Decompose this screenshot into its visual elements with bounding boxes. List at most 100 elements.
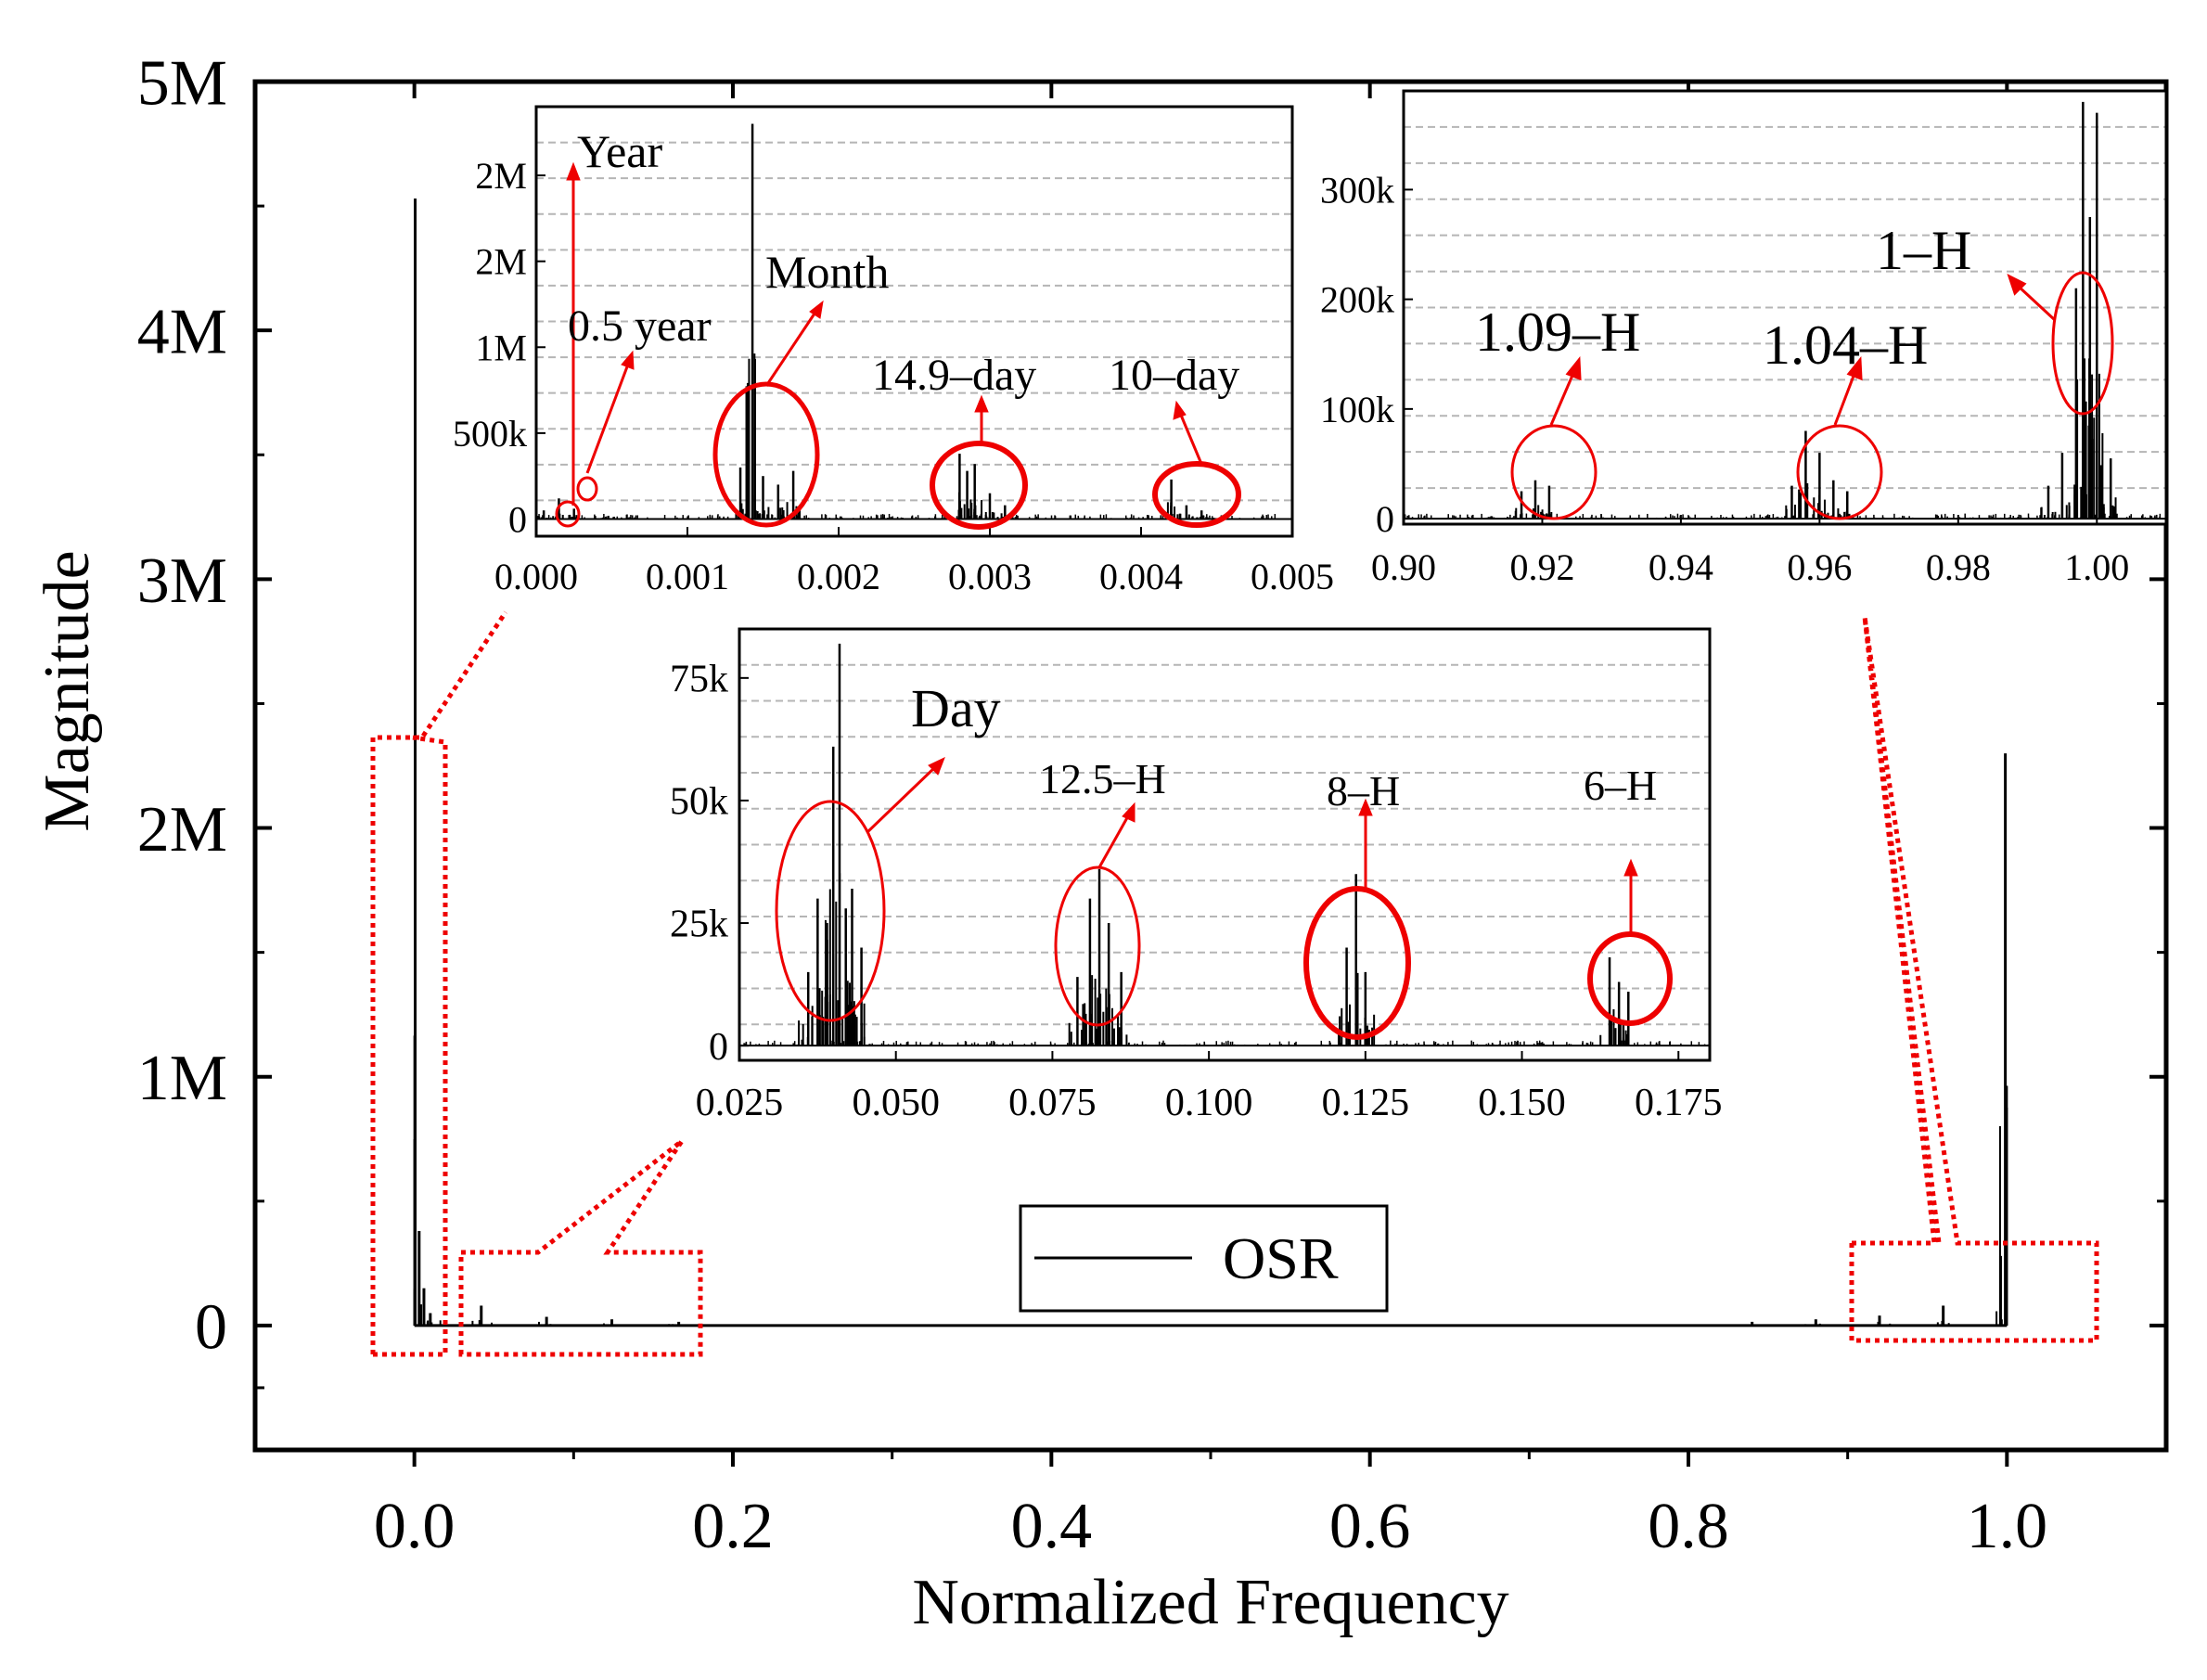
inset-mid-y-tick-label: 75k [670, 659, 728, 701]
inset-high-frequency: 0.90 0.92 0.94 0.96 0.98 1.00 0 100k 200k 300k 1.… [1320, 89, 2168, 588]
label-year: Year [577, 125, 662, 177]
inset-high-grid [1404, 125, 2166, 490]
inset-mid-y-tick-label: 0 [709, 1026, 728, 1069]
label-hour-8: 8–H [1327, 767, 1400, 814]
inset-high-x-tick-label: 0.98 [1926, 546, 1991, 588]
inset-low-y-tick-label: 2M [475, 155, 527, 197]
label-hour-125: 12.5–H [1039, 755, 1166, 802]
inset-high-y-tick-label: 0 [1376, 498, 1394, 540]
inset-low-x-tick-label: 0.003 [948, 556, 1032, 597]
hour-125-arrowhead [1122, 802, 1136, 823]
half-year-arrowhead [621, 350, 635, 370]
inset-low-y-tick-label: 2M [475, 241, 527, 283]
inset-low-grid [536, 141, 1292, 502]
inset-low-x-tick-label: 0.000 [494, 556, 578, 597]
ten-day-circle [1152, 461, 1241, 528]
inset-low-frequency: 0.000 0.001 0.002 0.003 0.004 0.005 0 500k 1M 2M 2… [453, 105, 1334, 597]
zoom-callout-high [1849, 616, 2099, 1343]
inset-high-x-tick-label: 0.94 [1649, 546, 1713, 588]
day-arrowhead [928, 757, 945, 776]
hour-109-arrow [1549, 370, 1576, 426]
main-y-axis-label: Magnitude [32, 550, 103, 831]
inset-high-y-tick-label: 100k [1320, 389, 1394, 430]
legend-label-osr: OSR [1223, 1225, 1339, 1291]
fifteen-day-arrowhead [974, 394, 989, 413]
hour-8-circle [1303, 886, 1411, 1040]
inset-mid-ticks: 0.025 0.050 0.075 0.100 0.125 0.150 0.175 0 25k 5… [670, 659, 1723, 1124]
half-year-circle [576, 476, 598, 502]
inset-high-x-tick-label: 0.92 [1509, 546, 1574, 588]
ten-day-arrow [1178, 412, 1203, 465]
hour-109-arrowhead [1565, 355, 1582, 381]
inset-high-y-tick-label: 200k [1320, 279, 1394, 321]
inset-low-y-tick-label: 1M [475, 327, 527, 368]
label-half-year: 0.5 year [568, 301, 712, 351]
main-x-tick-label: 0.0 [374, 1491, 456, 1562]
main-x-tick-label: 0.6 [1329, 1491, 1411, 1562]
main-y-tick-label: 1M [137, 1043, 227, 1114]
hour-104-arrow [1833, 370, 1857, 426]
inset-high-frame [1402, 89, 2168, 526]
label-hour-6: 6–H [1584, 762, 1657, 809]
inset-mid-frame [738, 627, 1712, 1062]
main-x-tick-label: 0.2 [692, 1491, 774, 1562]
inset-high-x-tick-label: 0.96 [1787, 546, 1852, 588]
inset-mid-y-tick-label: 50k [670, 781, 728, 824]
hour-125-circle [1054, 866, 1141, 1027]
inset-mid-grid [739, 663, 1710, 1026]
hour-1-arrowhead [2007, 274, 2027, 296]
main-y-tick-label: 0 [195, 1291, 227, 1363]
inset-low-x-tick-label: 0.002 [797, 556, 880, 597]
legend: OSR [1019, 1204, 1389, 1313]
inset-mid-marks [738, 643, 1710, 1047]
main-x-tick-label: 1.0 [1967, 1491, 2048, 1562]
hour-1-circle [2051, 271, 2114, 416]
inset-low-x-tick-label: 0.001 [646, 556, 729, 597]
main-x-axis-label: Normalized Frequency [912, 1567, 1508, 1638]
hour-104-arrowhead [1846, 355, 1863, 381]
inset-low-frame [534, 105, 1294, 538]
inset-mid-x-tick-label: 0.150 [1478, 1082, 1566, 1124]
inset-low-ticks: 0.000 0.001 0.002 0.003 0.004 0.005 0 500k 1M 2M 2… [453, 155, 1334, 597]
inset-mid-x-tick-label: 0.100 [1165, 1082, 1253, 1124]
fifteen-day-circle [930, 441, 1028, 530]
inset-mid-x-tick-label: 0.075 [1008, 1082, 1097, 1124]
zoom-callout-low [370, 610, 508, 1357]
hour-109-circle [1510, 424, 1598, 520]
label-ten-day: 10–day [1109, 351, 1239, 400]
inset-high-x-tick-label: 0.90 [1371, 546, 1436, 588]
inset-mid-annotations [775, 757, 1673, 1040]
hour-125-arrow [1097, 814, 1131, 868]
year-arrowhead [566, 161, 581, 181]
zoom-indicators [370, 610, 2099, 1357]
inset-low-x-tick-label: 0.004 [1099, 556, 1183, 597]
label-hour-109: 1.09–H [1475, 301, 1640, 363]
inset-mid-y-tick-label: 25k [670, 904, 728, 946]
inset-low-x-tick-label: 0.005 [1251, 556, 1334, 597]
inset-mid-x-tick-label: 0.125 [1322, 1082, 1410, 1124]
inset-high-x-tick-label: 1.00 [2064, 546, 2129, 588]
inset-high-ticks: 0.90 0.92 0.94 0.96 0.98 1.00 0 100k 200k 300k [1320, 169, 2129, 588]
month-arrowhead [809, 300, 824, 319]
hour-1-arrow [2016, 284, 2057, 322]
month-arrow [764, 310, 818, 387]
inset-high-annotations [1510, 271, 2114, 520]
inset-low-y-tick-label: 500k [453, 413, 527, 455]
label-hour-1: 1–H [1876, 220, 1971, 281]
inset-high-y-tick-label: 300k [1320, 169, 1394, 211]
half-year-arrow [585, 361, 631, 474]
label-month: Month [765, 246, 889, 298]
inset-low-marks [535, 123, 1292, 520]
day-arrow [866, 765, 937, 834]
hour-104-circle [1796, 424, 1883, 520]
main-x-tick-label: 0.4 [1011, 1491, 1093, 1562]
year-circle [555, 500, 581, 528]
inset-mid-x-tick-label: 0.025 [696, 1082, 784, 1124]
inset-mid-x-tick-label: 0.175 [1635, 1082, 1723, 1124]
main-y-tick-label: 5M [137, 48, 227, 120]
hour-6-arrowhead [1623, 858, 1638, 877]
inset-low-y-tick-label: 0 [508, 498, 527, 540]
main-y-tick-label: 3M [137, 545, 227, 617]
